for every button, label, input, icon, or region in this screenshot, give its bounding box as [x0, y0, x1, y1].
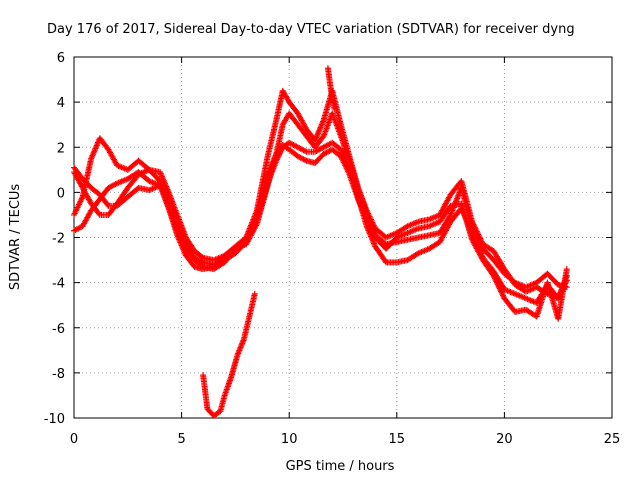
chart-title: Day 176 of 2017, Sidereal Day-to-day VTE…: [47, 22, 575, 37]
series-track-6: [324, 65, 338, 112]
x-tick-label: 5: [177, 432, 185, 447]
x-axis-label: GPS time / hours: [286, 459, 395, 474]
y-tick-label: 2: [57, 141, 65, 156]
series-track-5: [200, 290, 258, 419]
y-axis-label: SDTVAR / TECUs: [8, 184, 23, 291]
y-tick-labels: -10 -8 -6 -4 -2 0 2 4 6: [44, 51, 65, 427]
y-tick-label: -2: [52, 232, 65, 247]
y-tick-label: 6: [57, 51, 65, 66]
x-tick-label: 20: [496, 432, 513, 447]
x-tick-label: 10: [281, 432, 298, 447]
axis-ticks: [73, 56, 613, 419]
y-tick-label: -4: [52, 277, 65, 292]
x-tick-labels: 0 5 10 15 20 25: [70, 432, 620, 447]
grid-lines: [74, 57, 612, 418]
x-tick-label: 25: [604, 432, 621, 447]
data-point-marker: [251, 290, 258, 297]
y-tick-label: -8: [52, 367, 65, 382]
y-tick-label: 0: [57, 186, 65, 201]
data-point-marker: [331, 105, 338, 112]
x-tick-label: 0: [70, 432, 78, 447]
series-track-4: [71, 87, 570, 322]
y-tick-label: 4: [57, 96, 65, 111]
data-point-marker: [95, 210, 102, 217]
x-tick-label: 15: [389, 432, 406, 447]
y-tick-label: -6: [52, 322, 65, 337]
y-tick-label: -10: [44, 412, 65, 427]
data-point-marker: [198, 253, 205, 260]
data-markers: [71, 65, 570, 419]
data-point-marker: [563, 266, 570, 273]
data-point-marker: [104, 201, 111, 208]
